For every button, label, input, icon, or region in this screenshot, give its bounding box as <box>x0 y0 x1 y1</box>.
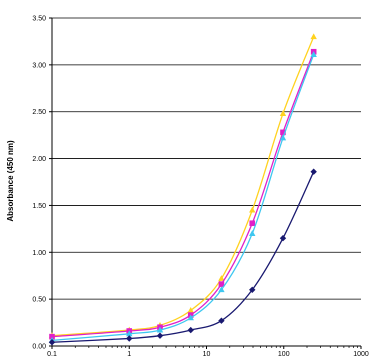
data-point <box>218 317 225 324</box>
grid-lines <box>52 17 361 300</box>
series-line <box>51 171 315 343</box>
data-point <box>187 314 194 321</box>
data-point <box>310 168 317 175</box>
data-point <box>48 339 56 346</box>
x-tick-label: 1000 <box>353 351 369 358</box>
series-line <box>51 54 315 342</box>
data-point <box>280 129 286 136</box>
y-tick-label: 3.00 <box>32 62 46 69</box>
data-point <box>156 332 164 339</box>
series-layer <box>48 33 317 346</box>
data-point <box>279 134 287 141</box>
data-point <box>249 206 256 213</box>
data-point <box>218 281 225 287</box>
y-tick-label: 1.00 <box>32 250 46 257</box>
data-point <box>279 110 287 116</box>
data-point <box>310 51 317 57</box>
x-tick-label: 1 <box>127 351 131 358</box>
data-point <box>310 33 317 40</box>
data-point <box>126 335 133 342</box>
data-point <box>218 275 225 281</box>
data-point <box>249 220 256 227</box>
data-point <box>249 286 256 293</box>
y-tick-label: 0.50 <box>32 297 46 304</box>
series-1 <box>48 33 317 339</box>
data-point <box>187 326 194 334</box>
x-tick-label: 0.1 <box>47 351 57 358</box>
series-line <box>51 36 315 337</box>
series-line <box>51 51 315 338</box>
data-point <box>49 333 55 340</box>
y-axis-label: Absorbance (450 nm) <box>6 140 15 222</box>
tick-labels: 0.00 0.50 1.00 1.50 2.00 2.50 3.00 3.50 0.1 1 10 10… <box>32 16 369 358</box>
series-4 <box>48 168 317 346</box>
data-point <box>187 306 194 313</box>
data-point <box>126 330 133 337</box>
data-point <box>279 235 287 242</box>
x-tick-label: 10 <box>203 351 211 358</box>
axes <box>49 17 362 349</box>
x-tick-label: 100 <box>278 351 290 358</box>
y-tick-label: 1.50 <box>32 203 46 210</box>
data-point <box>249 230 256 236</box>
y-tick-label: 2.50 <box>32 109 46 116</box>
series-2 <box>49 48 317 340</box>
y-tick-label: 0.00 <box>32 344 46 351</box>
y-tick-label: 3.50 <box>32 16 46 23</box>
data-point <box>156 326 164 333</box>
data-point <box>218 286 225 293</box>
y-tick-label: 2.00 <box>32 156 46 163</box>
